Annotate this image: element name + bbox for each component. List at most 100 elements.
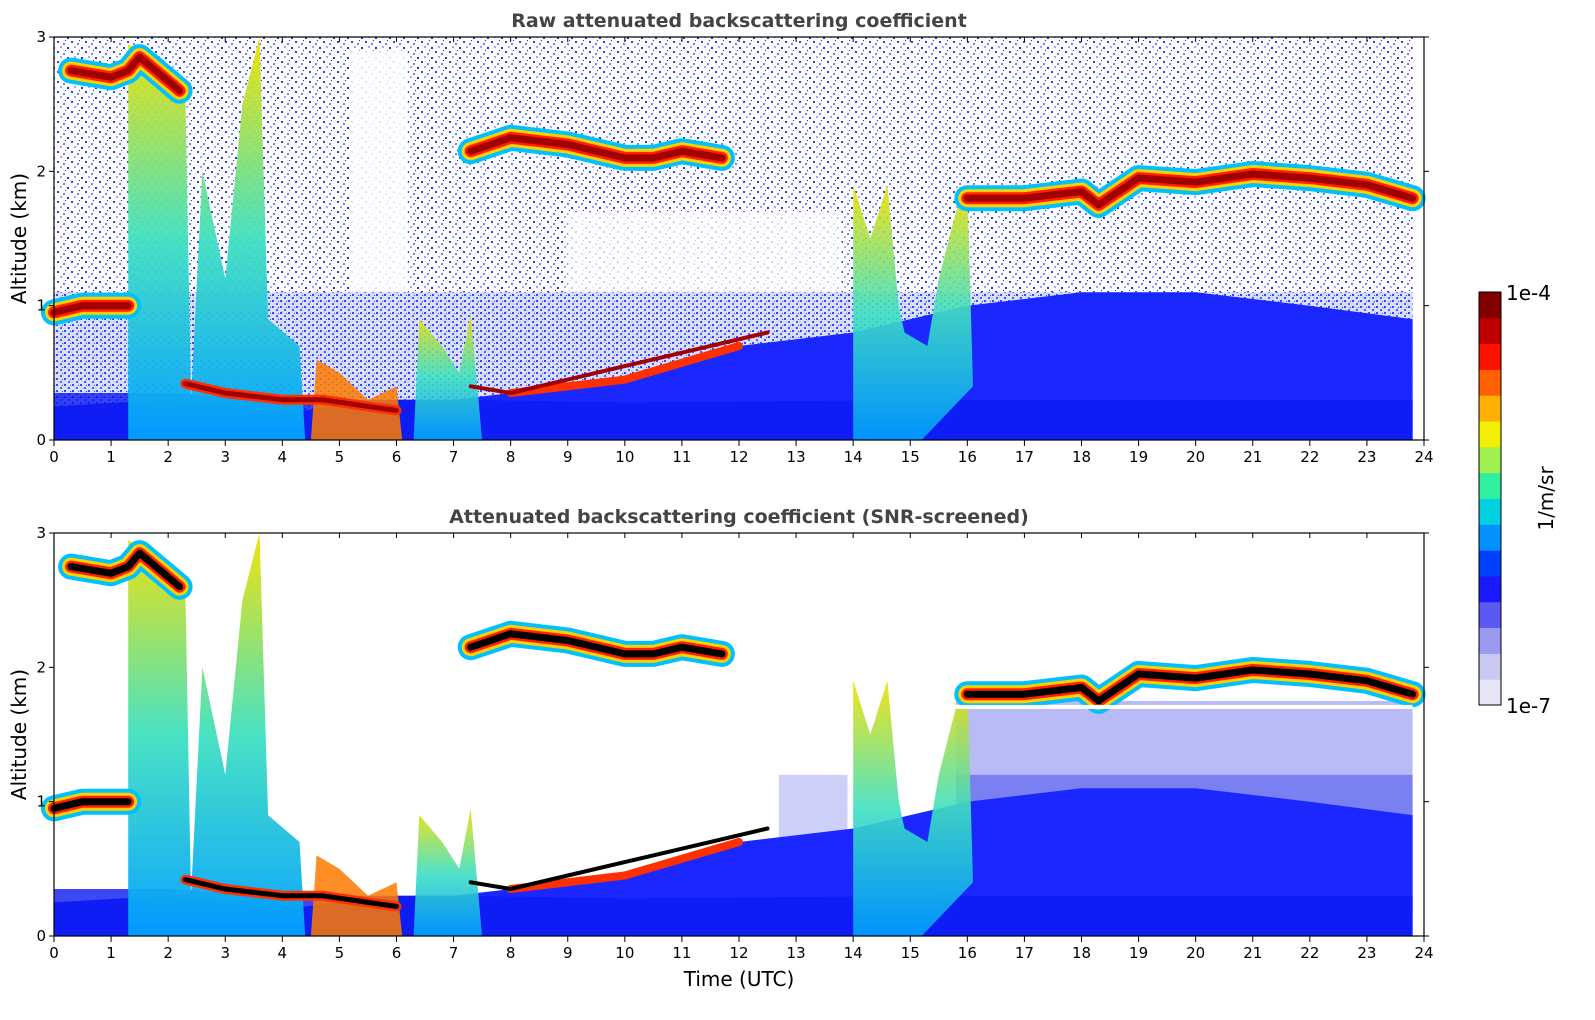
screened-x-ticks: 0 1 2 3 4 5 6 7 8 9 10 11 12 13 14 15 16 17 18 19 20 21 22 23 24 — [49, 533, 1434, 962]
colorbar-step — [1479, 472, 1501, 499]
p1-x-tick-label: 2 — [163, 448, 173, 466]
raw-panel: Raw attenuated backscattering coefficien… — [7, 10, 1434, 466]
colorbar: 1e-4 1e-7 1/m/sr — [1478, 281, 1558, 718]
raw-cloud-2 — [50, 302, 132, 316]
p2-x-tick-label: 13 — [787, 944, 806, 962]
colorbar-step — [1479, 679, 1501, 706]
p2-x-tick-label: 18 — [1072, 944, 1091, 962]
p1-x-tick-label: 11 — [672, 448, 691, 466]
p2-x-tick-label: 10 — [615, 944, 634, 962]
screened-heatmap — [41, 533, 1426, 936]
raw-heatmap — [41, 37, 1426, 440]
colorbar-step — [1479, 395, 1501, 422]
screened-cloud-2 — [50, 798, 132, 812]
p1-y-tick-label: 1 — [36, 297, 46, 315]
colorbar-step — [1479, 292, 1501, 319]
p1-x-tick-label: 20 — [1186, 448, 1205, 466]
colorbar-step — [1479, 343, 1501, 370]
p2-x-tick-label: 12 — [729, 944, 748, 962]
p2-x-tick-label: 4 — [278, 944, 288, 962]
colorbar-step — [1479, 575, 1501, 603]
screened-panel-title: Attenuated backscattering coefficient (S… — [449, 506, 1029, 528]
p1-x-tick-label: 21 — [1243, 448, 1262, 466]
p2-x-tick-label: 17 — [1015, 944, 1034, 962]
p1-x-tick-label: 14 — [844, 448, 863, 466]
raw-panel-title: Raw attenuated backscattering coefficien… — [511, 10, 967, 32]
screened-panel: Attenuated backscattering coefficient (S… — [7, 506, 1434, 991]
colorbar-step — [1479, 627, 1501, 654]
p2-x-tick-label: 0 — [49, 944, 59, 962]
x-axis-label: Time (UTC) — [683, 967, 795, 991]
screened-plume — [128, 533, 306, 936]
p2-x-tick-label: 7 — [449, 944, 459, 962]
colorbar-max-label: 1e-4 — [1506, 281, 1551, 305]
raw-cloud-1 — [467, 134, 726, 162]
p1-x-tick-label: 24 — [1414, 448, 1433, 466]
raw-cloud-0 — [963, 170, 1417, 209]
colorbar-step — [1479, 369, 1501, 396]
p1-x-tick-label: 3 — [220, 448, 230, 466]
colorbar-step — [1479, 653, 1501, 680]
raw-y-ticks: 0 1 2 3 — [36, 28, 1429, 449]
p2-x-tick-label: 3 — [220, 944, 230, 962]
raw-x-ticks: 0 1 2 3 4 5 6 7 8 9 10 11 12 13 14 15 16 17 18 19 20 21 22 23 24 — [49, 37, 1434, 466]
p1-x-tick-label: 9 — [563, 448, 573, 466]
p1-x-tick-label: 15 — [901, 448, 920, 466]
screened-cloud-0 — [963, 666, 1417, 705]
p2-y-tick-label: 3 — [36, 524, 46, 542]
p2-x-tick-label: 20 — [1186, 944, 1205, 962]
p2-x-tick-label: 22 — [1300, 944, 1319, 962]
p1-y-tick-label: 0 — [36, 431, 46, 449]
colorbar-min-label: 1e-7 — [1506, 694, 1551, 718]
p2-y-tick-label: 1 — [36, 793, 46, 811]
p1-x-tick-label: 12 — [729, 448, 748, 466]
screened-y-axis-label: Altitude (km) — [7, 669, 31, 800]
colorbar-step — [1479, 601, 1501, 629]
p2-x-tick-label: 11 — [672, 944, 691, 962]
raw-plume — [128, 37, 306, 440]
p2-x-tick-label: 8 — [506, 944, 516, 962]
p1-x-tick-label: 6 — [392, 448, 402, 466]
raw-cloud-3 — [67, 53, 184, 95]
colorbar-step — [1479, 498, 1501, 525]
colorbar-step — [1479, 317, 1501, 345]
p1-x-tick-label: 7 — [449, 448, 459, 466]
p1-x-tick-label: 23 — [1357, 448, 1376, 466]
p1-x-tick-label: 19 — [1129, 448, 1148, 466]
p1-x-tick-label: 8 — [506, 448, 516, 466]
p1-x-tick-label: 13 — [787, 448, 806, 466]
colorbar-step — [1479, 446, 1501, 474]
screened-cloud-1 — [467, 630, 726, 658]
colorbar-step — [1479, 550, 1501, 577]
screened-cloud-3 — [67, 549, 184, 591]
colorbar-step — [1479, 421, 1501, 448]
screened-y-ticks: 0 1 2 3 — [36, 524, 1429, 945]
p1-y-tick-label: 3 — [36, 28, 46, 46]
p1-x-tick-label: 10 — [615, 448, 634, 466]
colorbar-step — [1479, 524, 1501, 551]
p2-x-tick-label: 15 — [901, 944, 920, 962]
p1-x-tick-label: 17 — [1015, 448, 1034, 466]
p2-x-tick-label: 5 — [335, 944, 345, 962]
p2-y-tick-label: 0 — [36, 927, 46, 945]
p2-x-tick-label: 14 — [844, 944, 863, 962]
p2-x-tick-label: 19 — [1129, 944, 1148, 962]
p1-x-tick-label: 1 — [106, 448, 116, 466]
p1-x-tick-label: 22 — [1300, 448, 1319, 466]
colorbar-scale — [1479, 292, 1501, 706]
p2-x-tick-label: 24 — [1414, 944, 1433, 962]
p1-x-tick-label: 5 — [335, 448, 345, 466]
p2-x-tick-label: 2 — [163, 944, 173, 962]
p2-x-tick-label: 1 — [106, 944, 116, 962]
p2-x-tick-label: 21 — [1243, 944, 1262, 962]
p1-x-tick-label: 4 — [278, 448, 288, 466]
p1-x-tick-label: 0 — [49, 448, 59, 466]
colorbar-unit-label: 1/m/sr — [1534, 466, 1558, 531]
p1-x-tick-label: 16 — [958, 448, 977, 466]
p1-x-tick-label: 18 — [1072, 448, 1091, 466]
p2-x-tick-label: 6 — [392, 944, 402, 962]
p2-x-tick-label: 9 — [563, 944, 573, 962]
colorbar-frame — [1478, 291, 1502, 706]
p2-y-tick-label: 2 — [36, 658, 46, 676]
